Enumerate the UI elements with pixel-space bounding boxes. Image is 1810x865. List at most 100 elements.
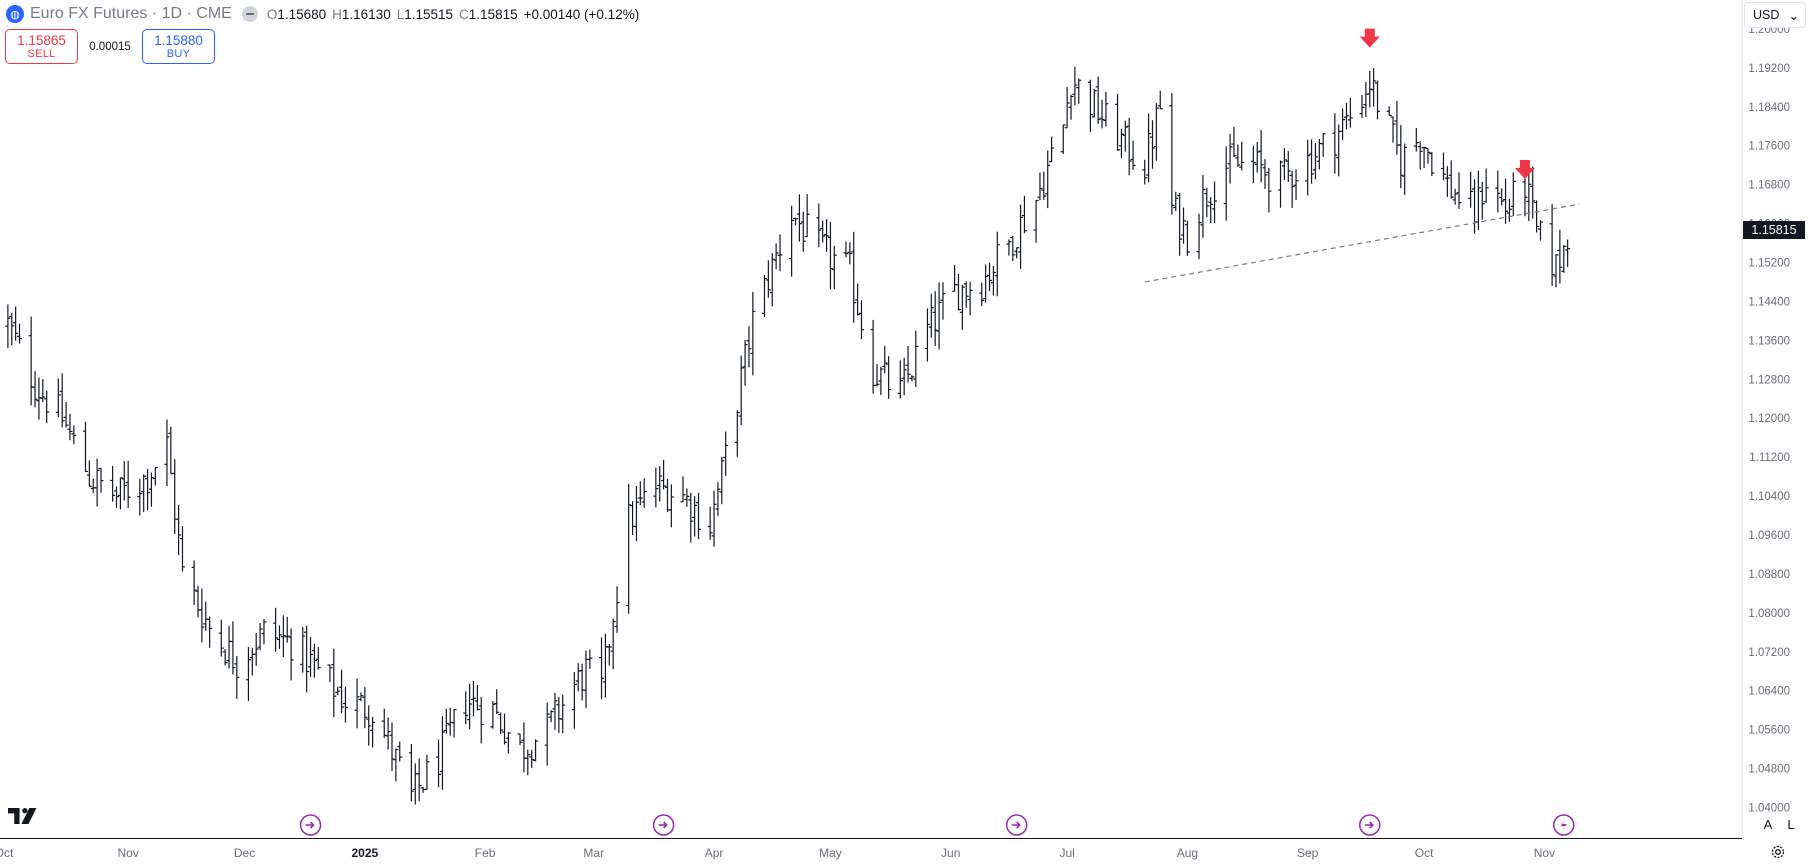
collapse-icon[interactable]	[241, 6, 258, 22]
ohlc-bar	[610, 618, 616, 670]
log-scale-button[interactable]: L	[1787, 816, 1795, 832]
sell-button[interactable]: 1.15865 SELL	[5, 29, 78, 64]
ohlc-bar	[1196, 213, 1202, 260]
ohlc-bar	[1184, 220, 1190, 256]
auto-scale-button[interactable]: A	[1763, 816, 1773, 832]
ohlc-bar	[1483, 168, 1489, 203]
ohlc-bar	[963, 281, 969, 308]
ohlc-bar	[897, 360, 903, 399]
symbol-title[interactable]: Euro FX Futures · 1D · CME	[30, 5, 232, 22]
ohlc-bar	[191, 560, 197, 606]
legend-low: L1.15515	[397, 7, 453, 22]
ohlc-bar	[176, 504, 182, 556]
ohlc-bar	[1262, 159, 1268, 189]
ohlc-bar	[1122, 120, 1128, 152]
ohlc-bar	[955, 274, 961, 311]
legend-open-key: O	[266, 6, 278, 22]
dashed-trendline[interactable]	[1144, 203, 1580, 283]
ohlc-bar	[1305, 139, 1311, 196]
currency-select[interactable]: USD ⌄	[1744, 2, 1806, 28]
ohlc-bar	[9, 312, 15, 346]
price-axis[interactable]: 1.04000 1.04800 1.05600 1.06400 1.07200 1.080…	[1748, 24, 1790, 815]
ohlc-bar	[1212, 181, 1218, 224]
ohlc-bar	[1006, 239, 1012, 256]
ohlc-bar	[661, 459, 667, 490]
time-tick-label: Sep	[1297, 846, 1319, 860]
down-arrow-icon	[1514, 160, 1535, 180]
ohlc-bar	[1468, 171, 1474, 208]
legend-close-value: 1.15815	[468, 6, 518, 22]
ohlc-bar	[1045, 150, 1051, 209]
ohlc-bar	[1033, 199, 1039, 243]
ohlc-bar	[245, 646, 251, 702]
ohlc-bar	[750, 291, 756, 376]
ohlc-bar	[300, 626, 306, 673]
time-tick-label: Jun	[941, 846, 960, 860]
ohlc-bar	[1076, 78, 1082, 104]
ohlc-bar	[490, 700, 496, 729]
ohlc-bar	[1060, 124, 1066, 154]
trendline[interactable]	[1144, 203, 1580, 283]
ohlc-bar	[1018, 204, 1024, 270]
ohlc-bar	[533, 739, 539, 762]
ohlc-bar	[1503, 178, 1509, 224]
ohlc-bar	[1095, 76, 1101, 124]
ohlc-bar	[936, 282, 942, 350]
ohlc-bar	[1072, 66, 1078, 106]
price-tick-label: 1.12800	[1748, 374, 1790, 386]
legend-low-key: L	[396, 6, 405, 22]
ohlc-bar	[424, 754, 430, 791]
ohlc-bar	[354, 678, 360, 729]
price-tick-label: 1.05600	[1748, 725, 1790, 737]
ohlc-bar	[664, 478, 670, 513]
buy-button[interactable]: 1.15880 BUY	[142, 29, 215, 64]
ohlc-bar	[1312, 143, 1318, 180]
ohlc-bar	[855, 283, 861, 316]
ohlc-bar	[218, 619, 224, 657]
ohlc-bar	[478, 696, 484, 744]
ohlc-bar	[983, 264, 989, 303]
event-arrow-glyph	[305, 821, 315, 829]
ohlc-bar	[1421, 146, 1427, 168]
legend-high-key: H	[332, 6, 342, 22]
down-arrow-icon	[1359, 28, 1380, 48]
ohlc-bar	[1549, 204, 1555, 286]
ohlc-bar	[502, 713, 508, 745]
legend-low-value: 1.15515	[404, 6, 454, 22]
ohlc-bar	[626, 483, 632, 614]
ohlc-bar	[443, 708, 449, 734]
ohlc-bar	[1440, 152, 1446, 181]
ohlc-bar	[959, 284, 965, 330]
ohlc-bar	[777, 234, 783, 272]
ohlc-bar	[470, 680, 476, 717]
time-axis[interactable]: Oct Nov Dec 2025 Feb Mar Apr May Jun Jul Aug Sep Oct…	[0, 846, 1555, 860]
ohlc-bar	[544, 702, 550, 766]
ohlc-bar	[967, 281, 973, 316]
ohlc-bar	[1177, 192, 1183, 256]
event-icon[interactable]	[1005, 814, 1028, 836]
ohlc-bar	[505, 731, 511, 754]
ohlc-bar	[288, 628, 294, 681]
ohlc-bar	[451, 708, 457, 738]
event-icon[interactable]	[652, 814, 675, 836]
event-icon[interactable]	[1359, 814, 1381, 836]
price-tick-label: 1.13600	[1748, 335, 1790, 347]
legend-close-key: C	[459, 6, 469, 22]
ohlc-bar	[98, 467, 104, 493]
tradingview-logo-icon[interactable]	[8, 806, 40, 826]
event-icon[interactable]	[299, 814, 322, 836]
legend-close: C1.15815	[459, 7, 518, 22]
ohlc-bar	[723, 431, 729, 476]
ohlc-bar	[614, 586, 620, 633]
ohlc-bar	[1394, 100, 1400, 155]
chevron-down-icon: ⌄	[1788, 8, 1799, 23]
ohlc-bar	[1204, 187, 1210, 218]
ohlc-bar	[1091, 89, 1097, 118]
settings-icon[interactable]	[1769, 843, 1787, 861]
lightning-event-icon[interactable]	[1553, 814, 1575, 836]
price-tick-label: 1.07200	[1748, 647, 1790, 659]
ohlc-bar	[416, 758, 422, 802]
ohlc-bar	[606, 643, 612, 666]
trade-panel: 1.15865 SELL 0.00015 1.15880 BUY	[5, 29, 215, 64]
